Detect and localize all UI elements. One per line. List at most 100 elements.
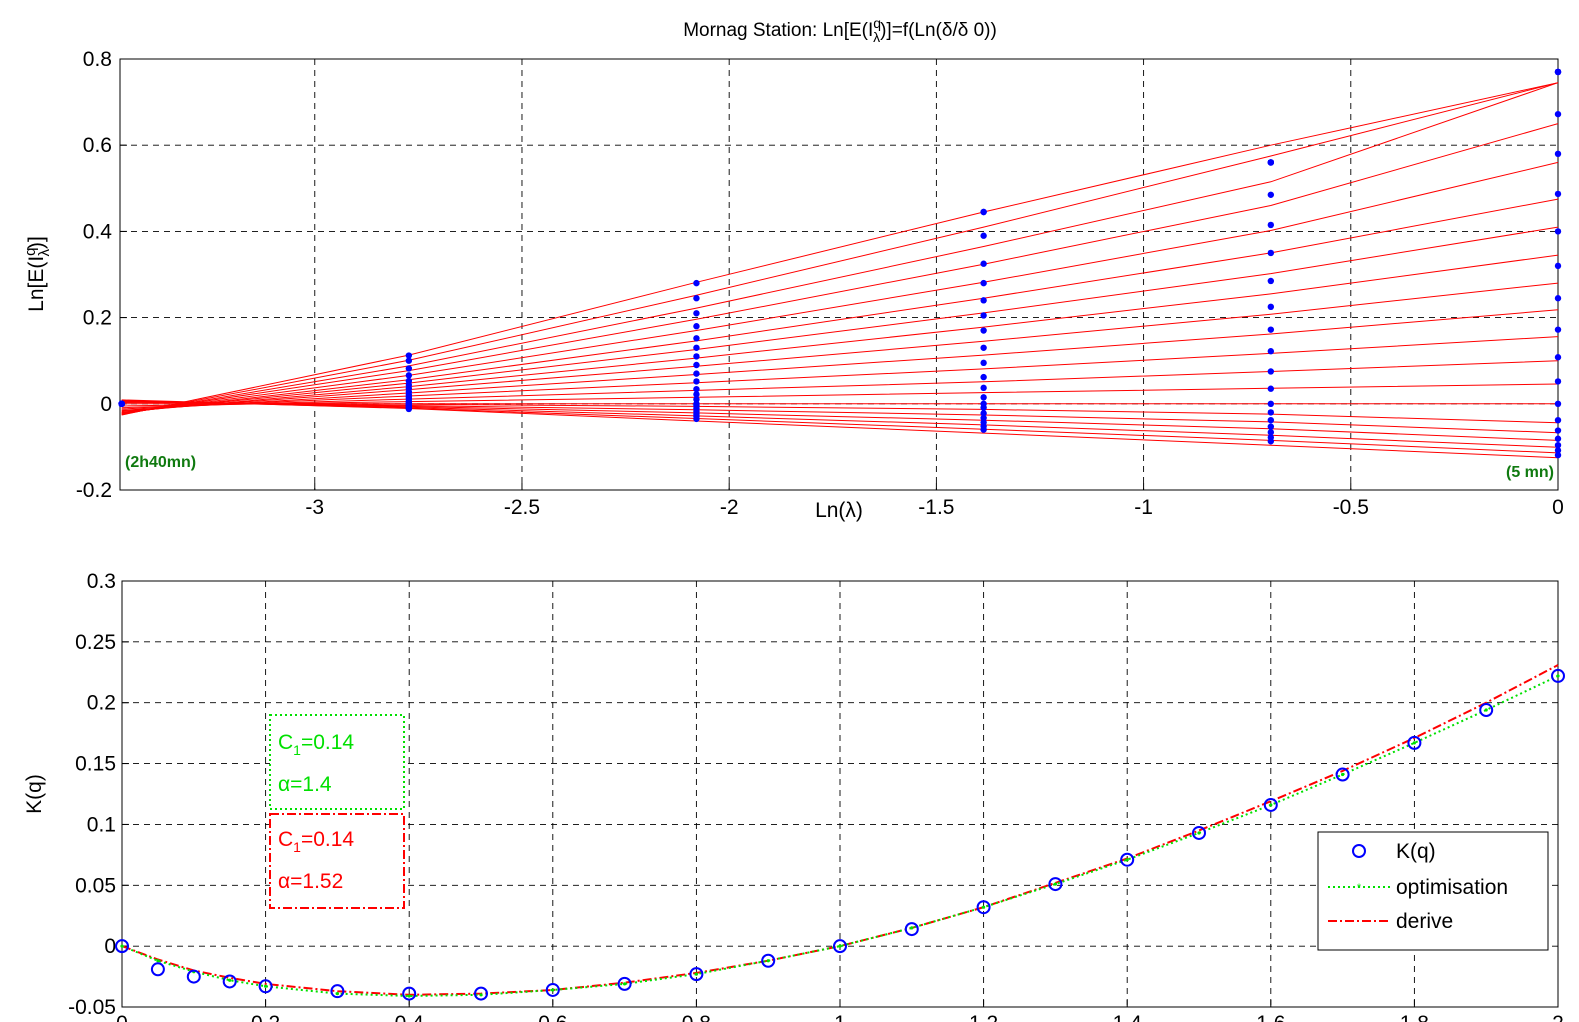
chart-bottom-series <box>115 664 1565 1001</box>
optimisation-point <box>335 992 339 996</box>
bottom-ticklabel-y: 0.1 <box>87 813 116 836</box>
data-point <box>1267 409 1275 416</box>
optimisation-point <box>228 978 232 982</box>
data-point <box>1554 435 1562 442</box>
kq-point <box>1335 767 1350 782</box>
optimisation-point <box>264 984 268 988</box>
bottom-ticklabel-y: 0.3 <box>87 570 116 593</box>
chart-top-title: Mornag Station: Ln[E(Iq λ)]=f(Ln(δ/δ 0)) <box>683 15 997 45</box>
kq-point <box>833 939 847 954</box>
data-point <box>980 312 987 319</box>
bottom-ticklabel-x: 2 <box>1552 1012 1564 1022</box>
kq-point <box>617 976 632 991</box>
kq-point <box>1263 797 1278 812</box>
data-point <box>693 370 700 377</box>
data-point <box>1267 400 1275 407</box>
data-point <box>1267 416 1275 424</box>
optimisation-point <box>910 926 914 930</box>
data-point <box>405 365 413 372</box>
top-ticklabel-y: 0.6 <box>83 134 112 157</box>
data-point <box>980 297 987 304</box>
data-point <box>693 396 700 403</box>
top-ticklabel-x: -1 <box>1134 496 1153 519</box>
data-point <box>1267 159 1275 166</box>
kq-point <box>545 982 560 997</box>
data-point <box>1554 400 1562 407</box>
kq-point <box>186 969 201 984</box>
kq-point <box>330 984 345 999</box>
top-ticklabel-y: 0.2 <box>83 307 112 330</box>
annotation-2h40mn: (2h40mn) <box>125 454 196 471</box>
legend-marker-kq <box>1352 844 1366 858</box>
data-point <box>693 310 700 317</box>
data-point <box>1267 249 1275 257</box>
data-point <box>1267 277 1275 285</box>
param-box-optimisation-c1: C1=0.14 <box>278 731 354 758</box>
bottom-ticklabel-x: 1.2 <box>969 1012 998 1022</box>
kq-point <box>976 900 991 915</box>
kq-point <box>904 922 919 937</box>
data-point <box>1554 262 1562 270</box>
optimisation-point <box>1197 831 1201 835</box>
top-ticklabel-y: -0.2 <box>76 479 112 502</box>
fit-line-2 <box>121 400 1559 448</box>
optimisation-point <box>766 959 770 963</box>
param-box-derive: C1=0.14 α=1.52 <box>269 813 405 909</box>
bottom-ticklabel-y: 0.15 <box>75 753 116 776</box>
data-point <box>980 232 987 239</box>
legend-label-optimisation: optimisation <box>1396 876 1508 899</box>
data-point <box>405 377 413 385</box>
param-box-optimisation-frame <box>269 714 405 810</box>
data-point <box>980 394 987 401</box>
data-point <box>1554 295 1562 302</box>
fit-line-10 <box>121 309 1559 411</box>
kq-point <box>761 953 776 968</box>
data-point <box>1554 451 1562 459</box>
top-ticklabel-x: -2.5 <box>504 496 540 519</box>
data-point <box>693 279 700 287</box>
data-point <box>980 400 987 407</box>
kq-point <box>258 979 273 994</box>
fit-line-1 <box>121 399 1559 454</box>
optimisation-point <box>838 944 842 948</box>
data-point <box>980 414 987 422</box>
data-point <box>1554 68 1562 76</box>
optimisation-point <box>1484 708 1488 712</box>
top-ticklabel-y: 0.8 <box>83 48 112 71</box>
optimisation-point <box>407 994 411 998</box>
chart-top-axes-box <box>119 58 1559 491</box>
bottom-ticklabel-x: 0.2 <box>251 1012 280 1022</box>
bottom-ticklabel-x: 0.4 <box>395 1012 425 1022</box>
bottom-ticklabel-y: 0.2 <box>87 692 116 715</box>
legend-frame <box>1317 831 1549 951</box>
data-point <box>1267 385 1275 392</box>
bottom-ticklabel-y: 0.05 <box>75 874 116 897</box>
kq-point <box>1479 703 1494 718</box>
optimisation-point <box>1556 674 1560 678</box>
data-point <box>693 344 700 351</box>
top-ticklabel-y: 0 <box>100 393 112 416</box>
optimisation-point <box>623 982 627 986</box>
bottom-ticklabel-x: 0.8 <box>682 1012 711 1022</box>
data-point <box>693 323 700 330</box>
data-point <box>1267 434 1275 441</box>
chart-top-xlabel: Ln(λ) <box>815 499 863 522</box>
data-point <box>1554 378 1562 385</box>
data-point <box>118 400 125 407</box>
legend: K(q) * optimisation derive <box>1317 831 1549 951</box>
data-point <box>693 295 700 302</box>
data-point <box>1267 423 1275 430</box>
data-point <box>1554 190 1562 198</box>
bottom-ticklabel-x: 0.6 <box>538 1012 567 1022</box>
data-point <box>980 384 987 392</box>
kq-point <box>474 986 488 1001</box>
data-point <box>693 391 700 398</box>
top-ticklabel-x: -1.5 <box>918 496 954 519</box>
top-ticklabel-x: -0.5 <box>1333 496 1369 519</box>
chart-bottom: 00.20.40.60.811.21.41.61.82-0.0500.050.1… <box>23 570 1565 1022</box>
fit-line-4 <box>121 401 1559 434</box>
param-box-optimisation: C1=0.14 α=1.4 <box>269 714 405 810</box>
data-point <box>405 357 413 364</box>
data-point <box>980 344 987 351</box>
